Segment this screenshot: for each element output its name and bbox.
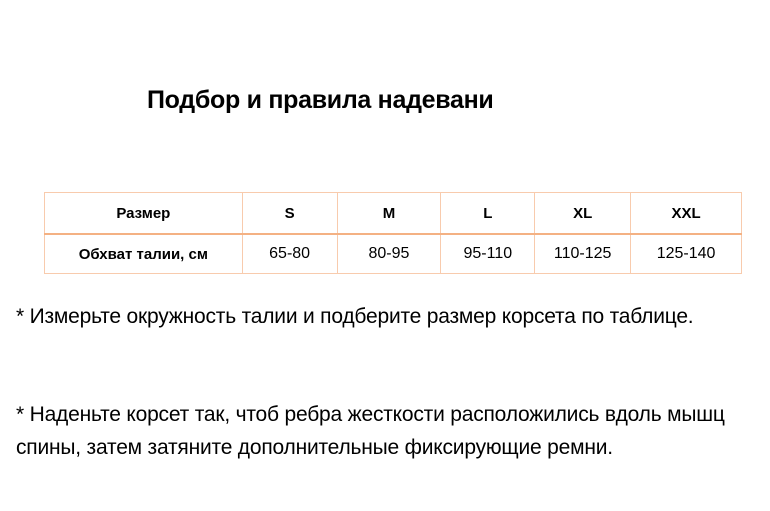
header-cell: Размер (44, 192, 243, 235)
header-cell: L (440, 192, 536, 235)
table-cell: 110-125 (534, 233, 632, 274)
instruction-paragraph: * Измерьте окружность талии и подберите … (16, 305, 694, 328)
instruction-paragraph: * Наденьте корсет так, чтоб ребра жестко… (16, 403, 725, 459)
table-cell: 80-95 (336, 233, 442, 274)
table-cell: 65-80 (241, 233, 338, 274)
table-header-row: Размер S M L XL XXL (44, 192, 742, 235)
page-title: Подбор и правила надевани (147, 86, 494, 114)
row-label: Обхват талии, см (44, 233, 243, 274)
header-cell: M (336, 192, 442, 235)
size-table: Размер S M L XL XXL Обхват талии, см 65-… (44, 192, 742, 274)
header-cell: XL (534, 192, 632, 235)
table-cell: 125-140 (630, 233, 742, 274)
table-cell: 95-110 (440, 233, 536, 274)
header-cell: S (241, 192, 338, 235)
table-row: Обхват талии, см 65-80 80-95 95-110 110-… (44, 233, 742, 274)
header-cell: XXL (630, 192, 742, 235)
